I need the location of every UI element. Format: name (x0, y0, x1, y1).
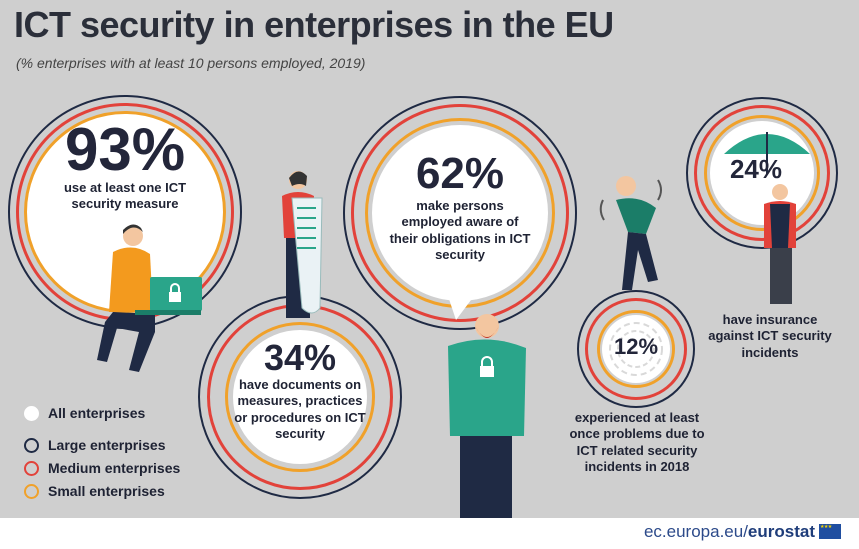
stat-value-12: 12% (613, 334, 659, 359)
legend-label: Large enterprises (48, 437, 166, 453)
lock-icon (169, 283, 181, 302)
stat-label-62: make persons employed aware of their obl… (389, 198, 531, 262)
stat-value-34: 34% (263, 337, 337, 378)
person-umbrella-illustration (764, 184, 796, 304)
circle-all (233, 330, 367, 464)
legend-label: Medium enterprises (48, 460, 181, 476)
source-footer: ec.europa.eu/eurostat (644, 522, 841, 542)
legend-dot-all (24, 406, 39, 421)
speech-bubble-tail (448, 296, 474, 320)
legend-dot-small (24, 484, 39, 499)
stat-value-93: 93% (64, 116, 186, 183)
circle-all (602, 315, 670, 383)
ring-large (343, 96, 577, 330)
legend-label: All enterprises (48, 405, 146, 421)
circle-all (372, 125, 548, 301)
person-document-illustration (282, 171, 323, 318)
laptop-icon (135, 277, 202, 315)
ring-large (686, 97, 838, 249)
stat-label-93: use at least one ICT security measure (63, 180, 187, 212)
legend-dot-large (24, 438, 39, 453)
ring-medium (351, 104, 569, 322)
stat-label-24: have insurance against ICT security inci… (708, 312, 832, 360)
ring-small (225, 322, 375, 472)
legend-label: Small enterprises (48, 483, 165, 499)
stat-label-12: experienced at least once problems due t… (569, 410, 705, 474)
ring-medium (694, 105, 830, 241)
stat-label-34: have documents on measures, practices or… (234, 377, 366, 441)
person-laptop-illustration (97, 224, 202, 372)
stat-value-24: 24% (729, 154, 783, 184)
page-title: ICT security in enterprises in the EU (14, 4, 614, 45)
stat-value-62: 62% (415, 149, 505, 198)
source-prefix: ec.europa.eu/ (643, 522, 748, 541)
ring-small (597, 310, 675, 388)
ring-large (577, 290, 695, 408)
ring-small (704, 115, 820, 231)
infographic-panel: ICT security in enterprises in the EU (%… (0, 0, 859, 518)
source-brand: eurostat (747, 522, 815, 541)
page-subtitle: (% enterprises with at least 10 persons … (16, 55, 366, 71)
umbrella-icon (724, 132, 810, 174)
lock-icon (480, 356, 494, 377)
person-green-illustration (448, 314, 526, 518)
eu-flag-icon (819, 524, 841, 539)
document-scroll-icon (291, 197, 323, 314)
legend-dot-medium (24, 461, 39, 476)
person-stressed-illustration (599, 176, 662, 290)
target-icon (609, 322, 663, 376)
ring-medium (585, 298, 687, 400)
